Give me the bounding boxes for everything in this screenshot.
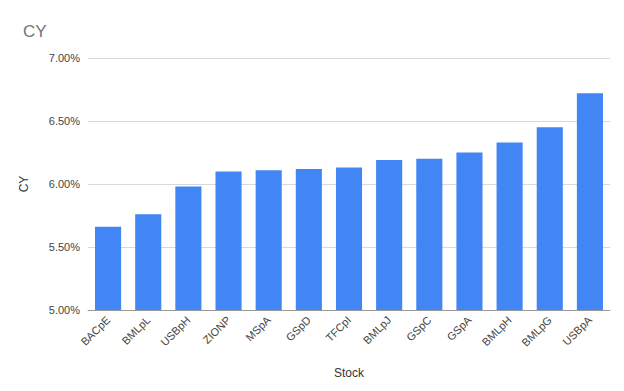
- svg-text:ZIONP: ZIONP: [201, 314, 233, 346]
- svg-text:6.50%: 6.50%: [49, 115, 80, 127]
- svg-text:BMLpL: BMLpL: [119, 314, 152, 347]
- svg-text:CY: CY: [17, 176, 31, 193]
- svg-text:6.00%: 6.00%: [49, 178, 80, 190]
- svg-text:5.50%: 5.50%: [49, 241, 80, 253]
- svg-text:MSpA: MSpA: [243, 313, 273, 343]
- svg-text:7.00%: 7.00%: [49, 52, 80, 64]
- svg-text:BMLpH: BMLpH: [479, 314, 513, 348]
- svg-text:BMLpG: BMLpG: [519, 314, 554, 349]
- svg-text:GSpD: GSpD: [283, 314, 313, 344]
- svg-text:USBpA: USBpA: [560, 313, 594, 347]
- svg-text:GSpA: GSpA: [444, 313, 474, 343]
- svg-text:GSpC: GSpC: [404, 314, 434, 344]
- svg-text:5.00%: 5.00%: [49, 304, 80, 316]
- svg-text:TFCpI: TFCpI: [323, 314, 353, 344]
- svg-text:BMLpJ: BMLpJ: [361, 314, 394, 347]
- svg-text:USBpH: USBpH: [158, 314, 192, 348]
- svg-text:CY: CY: [23, 22, 47, 41]
- svg-text:Stock: Stock: [334, 366, 365, 380]
- svg-text:BACpE: BACpE: [78, 314, 112, 348]
